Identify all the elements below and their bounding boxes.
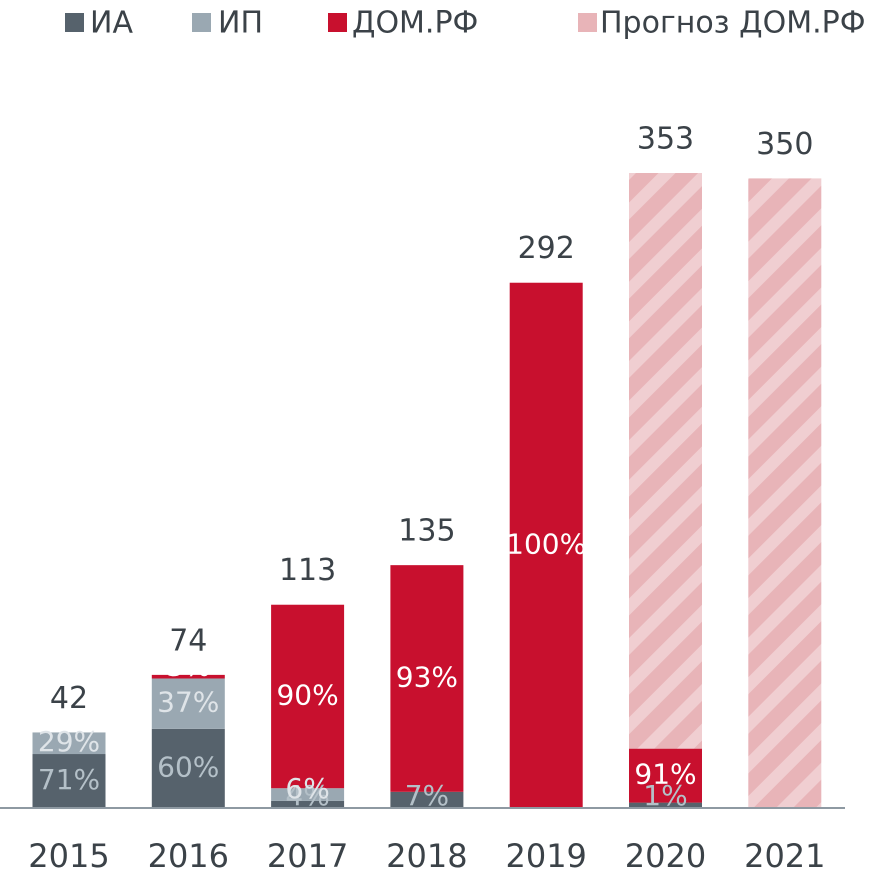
x-tick-label: 2018 [386,837,467,875]
bar-segment [271,800,345,808]
segment-label: 100% [506,527,586,560]
segment-label: 93% [396,660,458,693]
segment-label: 1% [643,779,687,812]
bar-segment [271,604,345,789]
segment-label: 6% [285,772,329,805]
segment-label: 7% [405,779,449,812]
bar-segment [748,178,822,808]
x-tick-label: 2015 [28,837,109,875]
bar-segment [32,732,106,755]
total-label: 42 [50,681,88,716]
segment-label: 60% [157,750,219,783]
segment-label: 91% [634,758,696,791]
x-tick-label: 2020 [625,837,706,875]
segment-label: 29% [38,725,100,758]
legend-swatch [192,13,211,32]
segment-label: 3% [166,649,210,682]
bar-segment [629,748,702,803]
segment-label: 37% [157,686,219,719]
x-tick-label: 2019 [505,837,586,875]
legend-label: ДОМ.РФ [352,6,478,41]
segment-label: 90% [276,678,338,711]
total-label: 113 [279,553,336,588]
bar-segment [390,791,464,808]
total-label: 135 [398,514,455,549]
legend-label: ИП [218,6,263,41]
x-tick-label: 2016 [148,837,229,875]
total-label: 353 [637,122,694,157]
legend-swatch [328,13,347,32]
segment-label: 4% [285,779,329,812]
bar-segment [271,788,345,801]
x-tick-label: 2021 [744,837,825,875]
legend-label: Прогноз ДОМ.РФ [600,6,866,41]
bar-segment [390,565,464,792]
bar-segment [629,173,702,749]
total-label: 74 [169,623,207,658]
bar-segment [151,674,225,679]
legend-label: ИА [90,6,133,41]
bar-segment [151,678,225,729]
total-label: 350 [756,127,813,162]
bar-segment [629,802,702,808]
legend-swatch [578,13,597,32]
total-label: 292 [518,231,575,266]
bar-segment [151,728,225,808]
x-tick-label: 2017 [267,837,348,875]
bar-segment [32,754,106,808]
bar-segment [509,282,583,809]
legend-swatch [65,13,84,32]
segment-label: 71% [38,763,100,796]
